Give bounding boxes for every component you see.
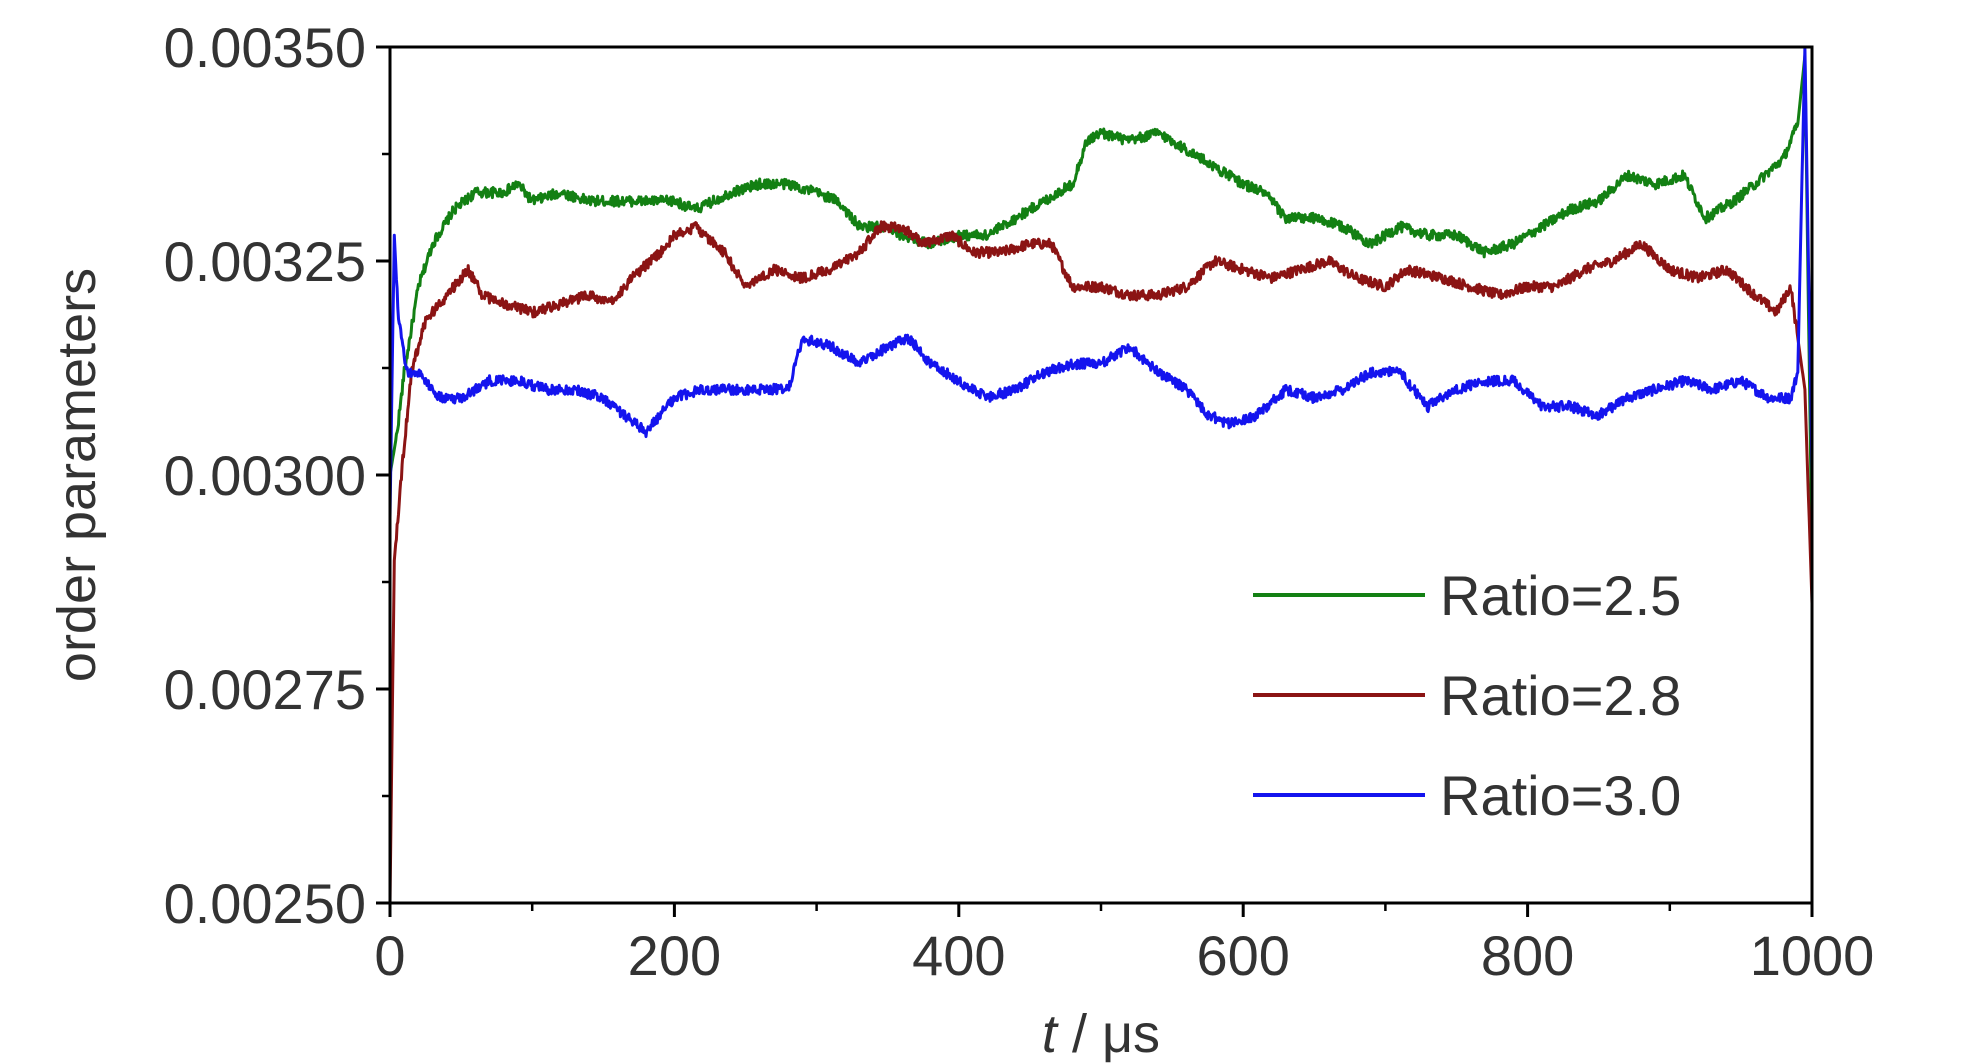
y-tick-label: 0.00350 — [164, 16, 366, 79]
series-line-2 — [388, 220, 1814, 904]
x-tick-label: 1000 — [1750, 924, 1875, 987]
x-tick-label: 200 — [628, 924, 721, 987]
legend-label-3: Ratio=3.0 — [1440, 764, 1681, 827]
x-axis: 0 200 400 600 800 1000 — [374, 903, 1874, 987]
series-line-1 — [388, 54, 1814, 561]
series-line-3 — [388, 45, 1814, 518]
y-axis: 0.00250 0.00275 0.00300 0.00325 0.00350 — [164, 16, 390, 935]
y-tick-label: 0.00275 — [164, 658, 366, 721]
legend-label-2: Ratio=2.8 — [1440, 664, 1681, 727]
x-tick-label: 600 — [1196, 924, 1289, 987]
x-axis-title-variable: t — [1042, 1004, 1059, 1063]
x-axis-title: t / μs — [1042, 1004, 1160, 1063]
x-axis-title-unit: / μs — [1057, 1004, 1160, 1063]
legend: Ratio=2.5 Ratio=2.8 Ratio=3.0 — [1253, 564, 1681, 827]
y-tick-label: 0.00325 — [164, 230, 366, 293]
x-tick-label: 800 — [1481, 924, 1574, 987]
y-tick-label: 0.00250 — [164, 872, 366, 935]
x-tick-label: 0 — [374, 924, 405, 987]
legend-label-1: Ratio=2.5 — [1440, 564, 1681, 627]
y-tick-label: 0.00300 — [164, 444, 366, 507]
x-tick-label: 400 — [912, 924, 1005, 987]
series-layer — [388, 45, 1814, 904]
y-axis-title: order parameters — [47, 268, 107, 682]
